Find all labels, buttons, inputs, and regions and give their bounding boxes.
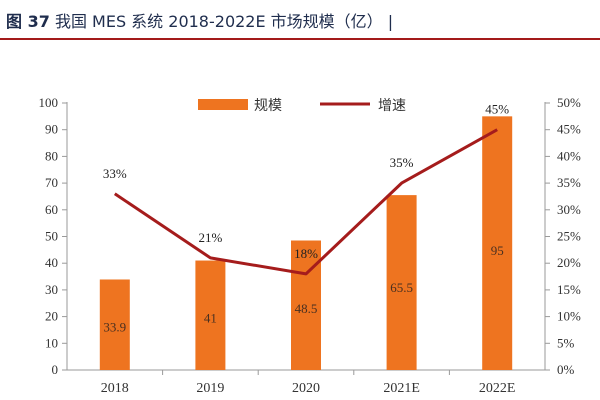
growth-rate-label: 18% (294, 246, 318, 261)
bar-value-label: 41 (204, 311, 217, 326)
right-axis-tick-label: 50% (557, 95, 581, 110)
x-axis-tick-label: 2021E (383, 381, 420, 396)
bar-2022E (482, 116, 513, 370)
x-axis-tick-label: 2020 (292, 381, 320, 396)
bar-2021E (386, 195, 417, 370)
growth-rate-label: 35% (390, 155, 414, 170)
right-axis-tick-label: 0% (557, 362, 575, 377)
right-axis-tick-label: 30% (557, 202, 581, 217)
bar-value-label: 33.9 (103, 319, 126, 334)
left-axis-tick-label: 10 (45, 335, 58, 350)
right-axis-tick-label: 15% (557, 282, 581, 297)
figure-title-text: 我国 MES 系统 2018-2022E 市场规模（亿） (54, 12, 383, 31)
figure-title: 图 37 我国 MES 系统 2018-2022E 市场规模（亿） | (6, 8, 393, 32)
left-axis-tick-label: 100 (39, 95, 59, 110)
right-axis-tick-label: 35% (557, 175, 581, 190)
growth-rate-line (113, 128, 498, 276)
left-axis-tick-label: 40 (45, 255, 58, 270)
left-axis-tick-label: 80 (45, 148, 58, 163)
left-axis-tick-label: 70 (45, 175, 58, 190)
legend-bar-label: 规模 (254, 98, 282, 114)
right-axis-tick-label: 40% (557, 148, 581, 163)
bar-2019 (195, 260, 226, 370)
title-cursor: | (387, 12, 394, 31)
bar-2018 (99, 279, 130, 370)
bar-value-label: 95 (491, 243, 504, 258)
figure-number: 图 37 (6, 12, 50, 31)
right-axis-tick-label: 20% (557, 255, 581, 270)
left-axis-tick-label: 50 (45, 229, 58, 244)
legend: 规模 增速 (198, 98, 406, 114)
left-axis-tick-label: 20 (45, 309, 58, 324)
left-axis-tick-label: 0 (52, 362, 59, 377)
left-axis-tick-label: 30 (45, 282, 58, 297)
right-axis-tick-label: 5% (557, 335, 575, 350)
right-axis-tick-label: 25% (557, 229, 581, 244)
title-divider (0, 38, 600, 40)
x-axis-tick-label: 2019 (196, 381, 224, 396)
right-axis-tick-label: 10% (557, 309, 581, 324)
bar-value-label: 65.5 (390, 280, 413, 295)
growth-rate-label: 33% (103, 166, 127, 181)
legend-line-label: 增速 (378, 98, 406, 114)
right-axis-tick-label: 45% (557, 122, 581, 137)
bar-value-label: 48.5 (295, 301, 318, 316)
legend-bar-swatch (198, 99, 248, 110)
left-axis-tick-label: 60 (45, 202, 58, 217)
bar-2020 (291, 240, 321, 370)
left-axis-tick-label: 90 (45, 122, 58, 137)
title-bar: 图 37 我国 MES 系统 2018-2022E 市场规模（亿） | (0, 0, 600, 40)
growth-rate-label: 21% (198, 230, 222, 245)
x-axis-tick-label: 2022E (479, 381, 516, 396)
growth-rate-label: 45% (485, 102, 509, 117)
x-axis-tick-label: 2018 (101, 381, 129, 396)
